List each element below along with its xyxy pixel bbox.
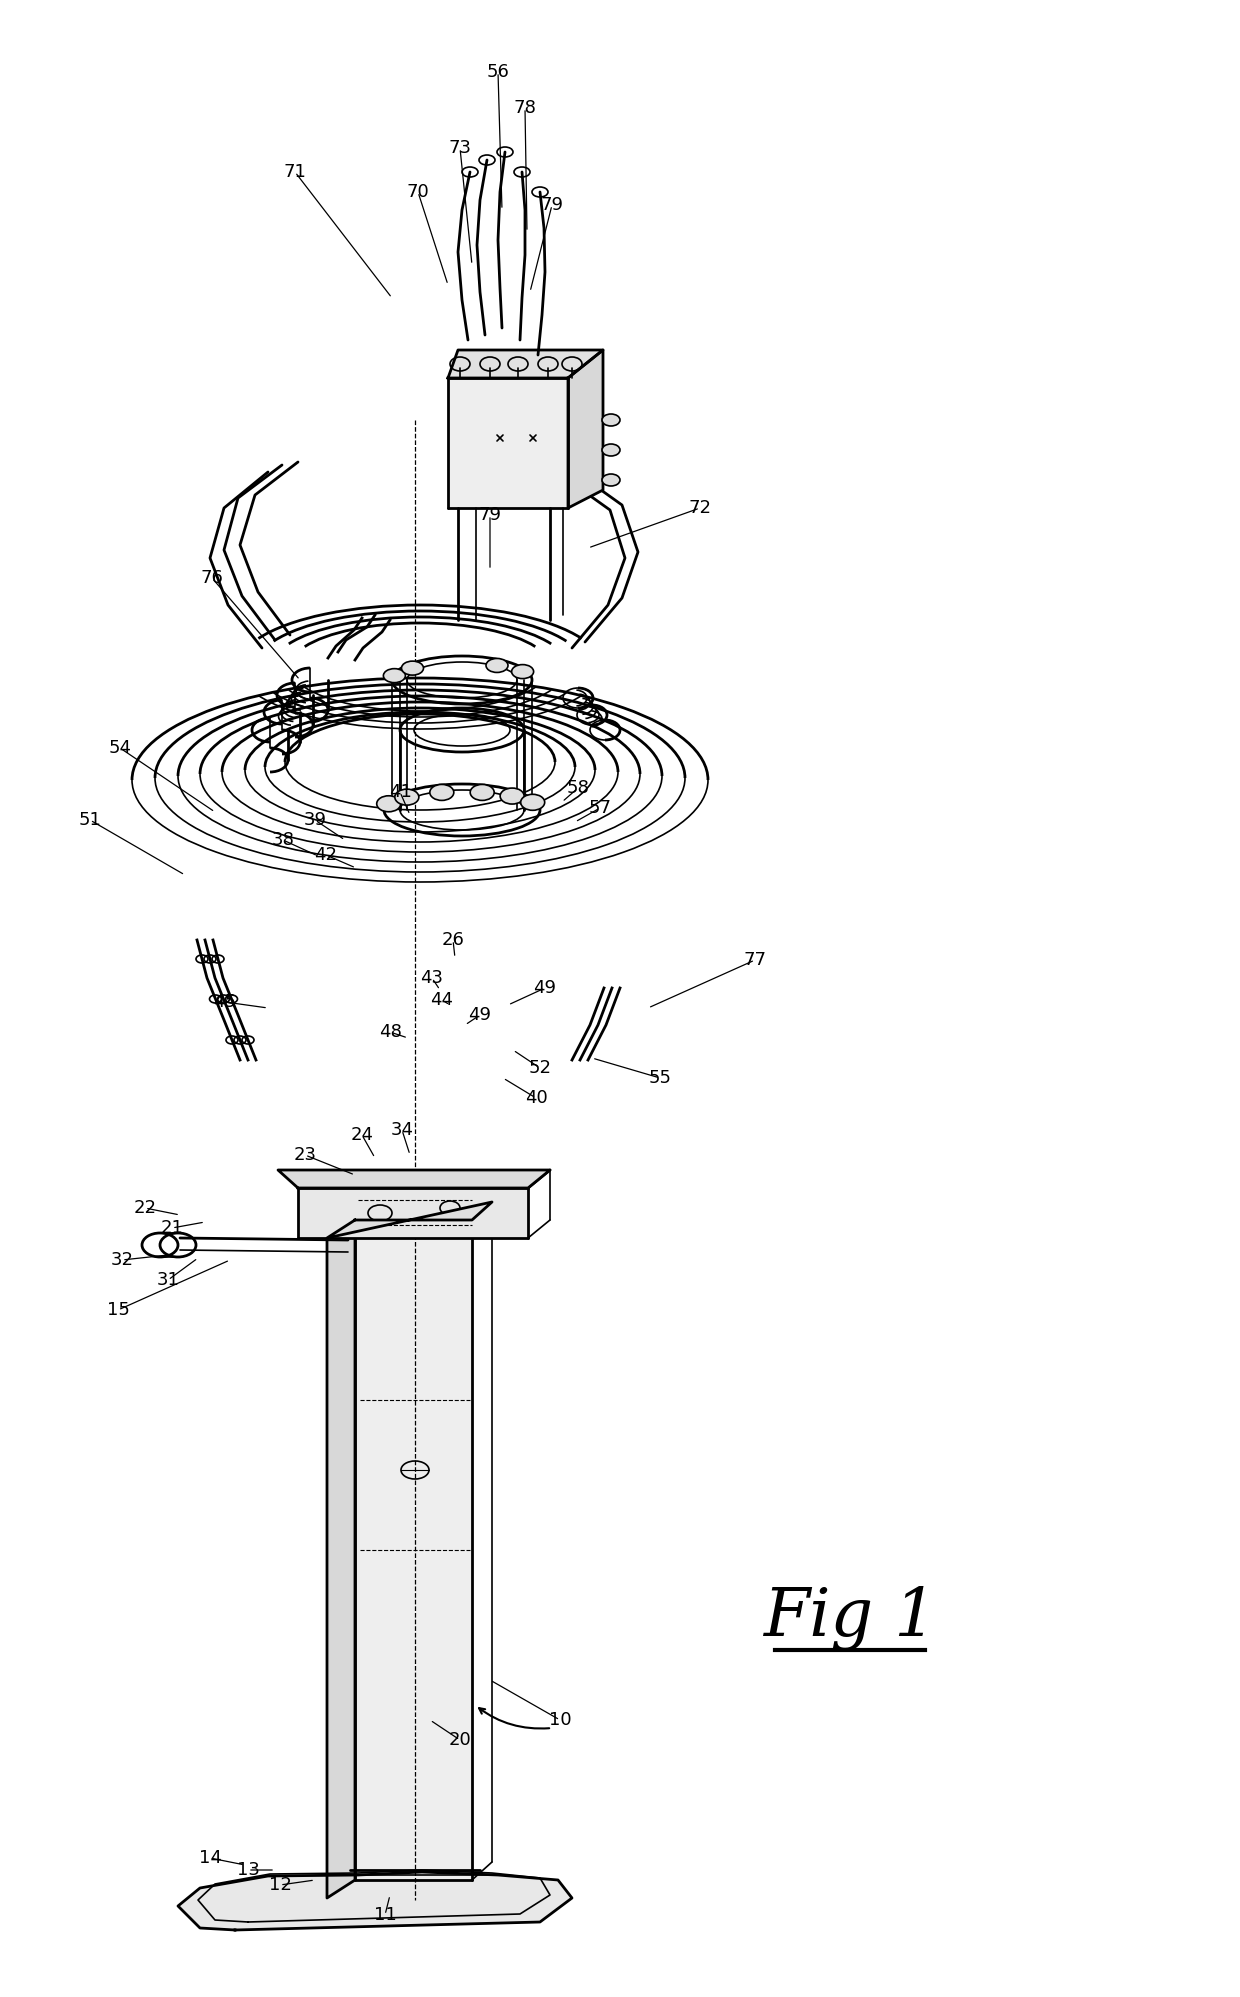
Polygon shape [448,349,603,377]
Polygon shape [327,1202,492,1238]
Polygon shape [179,1871,572,1929]
Text: 40: 40 [525,1088,547,1106]
Polygon shape [355,1220,472,1879]
Text: 32: 32 [110,1250,134,1268]
Text: 58: 58 [567,779,589,797]
Text: 54: 54 [109,739,131,757]
Ellipse shape [377,795,401,811]
Text: 38: 38 [272,831,294,849]
Polygon shape [448,377,568,507]
Text: 13: 13 [237,1861,259,1879]
Text: 42: 42 [315,847,337,865]
Text: 15: 15 [107,1300,129,1318]
Text: 12: 12 [269,1875,291,1893]
Text: Fig 1: Fig 1 [763,1586,936,1652]
Text: 34: 34 [391,1120,413,1138]
Ellipse shape [486,659,508,673]
Text: 21: 21 [160,1218,184,1236]
Ellipse shape [470,785,495,801]
Text: 22: 22 [134,1198,156,1216]
Text: 79: 79 [479,505,501,523]
Text: 24: 24 [351,1126,373,1144]
Text: 70: 70 [407,184,429,202]
Text: 44: 44 [430,991,454,1008]
Polygon shape [327,1220,355,1897]
Text: 57: 57 [589,799,611,817]
Ellipse shape [402,661,424,675]
Text: 41: 41 [388,783,412,801]
Text: 48: 48 [378,1022,402,1040]
Text: 72: 72 [688,499,712,517]
Ellipse shape [383,669,405,683]
Ellipse shape [394,789,419,805]
Ellipse shape [512,665,533,679]
Text: 49: 49 [533,979,557,997]
Text: 77: 77 [744,951,766,969]
Text: 31: 31 [156,1270,180,1288]
Text: 10: 10 [548,1711,572,1729]
Text: 52: 52 [528,1058,552,1076]
Text: 20: 20 [449,1731,471,1749]
Polygon shape [568,349,603,507]
Text: 71: 71 [284,164,306,182]
Text: 14: 14 [198,1849,222,1867]
Text: 73: 73 [449,140,471,158]
Ellipse shape [601,413,620,425]
Text: 23: 23 [294,1146,316,1164]
Polygon shape [278,1170,551,1188]
Text: 79: 79 [541,196,563,214]
Text: 39: 39 [304,811,326,829]
Text: 51: 51 [78,811,102,829]
Ellipse shape [521,795,544,811]
Text: 45: 45 [213,993,237,1010]
Ellipse shape [500,789,525,805]
Text: 76: 76 [201,569,223,587]
Ellipse shape [601,443,620,455]
Text: 49: 49 [469,1006,491,1024]
Text: 56: 56 [486,64,510,82]
Text: 11: 11 [373,1905,397,1923]
Polygon shape [298,1188,528,1238]
Text: 78: 78 [513,100,537,118]
Ellipse shape [430,785,454,801]
Text: 43: 43 [420,969,444,987]
Text: 26: 26 [441,931,465,949]
Text: 55: 55 [649,1068,672,1086]
Ellipse shape [601,473,620,485]
